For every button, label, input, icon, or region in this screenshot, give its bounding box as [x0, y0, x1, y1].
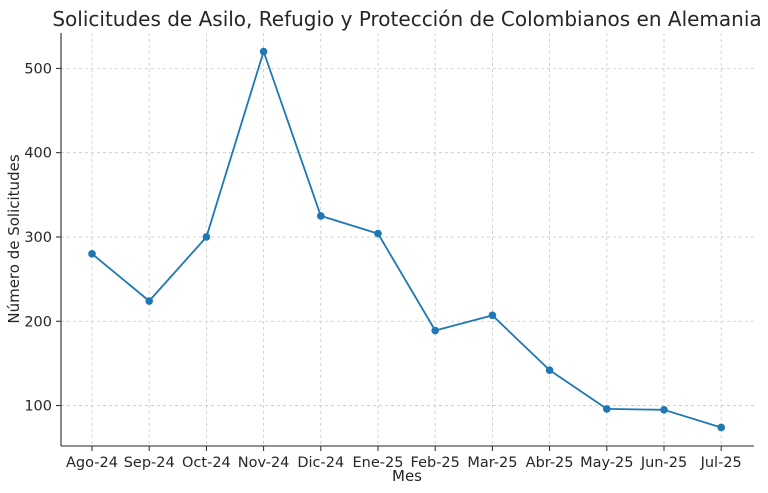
y-ticks: 100 200 300 400 500 — [24, 61, 61, 415]
x-tick-label: Abr-25 — [526, 455, 574, 471]
x-tick-label: Oct-24 — [182, 455, 231, 471]
data-point — [545, 366, 554, 374]
x-tick-label: Ene-25 — [353, 455, 404, 471]
y-tick-label: 100 — [24, 399, 52, 415]
grid-layer — [61, 33, 754, 446]
x-axis-label: Mes — [392, 467, 422, 485]
y-tick-label: 300 — [24, 230, 52, 246]
data-point — [488, 311, 497, 320]
x-tick-label: Dic-24 — [297, 455, 344, 471]
x-tick-label: May-25 — [580, 455, 633, 471]
x-tick-label: Mar-25 — [467, 455, 517, 471]
x-tick-label: Nov-24 — [238, 455, 290, 471]
x-ticks: Ago-24 Sep-24 Oct-24 Nov-24 Dic-24 Ene-25 Feb-… — [66, 446, 742, 471]
series-layer — [88, 47, 725, 432]
data-point — [717, 423, 725, 432]
y-axis-label: Número de Solicitudes — [5, 154, 23, 323]
y-tick-label: 200 — [24, 314, 52, 330]
axes-layer — [60, 33, 754, 447]
data-point — [431, 326, 440, 335]
data-point — [374, 229, 382, 238]
x-tick-label: Jul-25 — [700, 455, 742, 471]
data-point — [145, 297, 153, 305]
data-point — [660, 405, 668, 414]
x-tick-label: Ago-24 — [66, 455, 118, 471]
data-point — [202, 233, 211, 241]
x-tick-label: Jun-25 — [640, 455, 687, 471]
data-point — [259, 47, 268, 56]
data-point — [317, 212, 325, 220]
data-point — [603, 405, 611, 413]
y-tick-label: 400 — [24, 146, 52, 162]
data-point — [88, 250, 96, 258]
series-line — [91, 50, 722, 429]
x-tick-label: Sep-24 — [124, 455, 175, 471]
x-tick-label: Feb-25 — [411, 455, 460, 471]
chart-title: Solicitudes de Asilo, Refugio y Protecci… — [52, 7, 761, 31]
y-tick-label: 500 — [24, 61, 52, 77]
